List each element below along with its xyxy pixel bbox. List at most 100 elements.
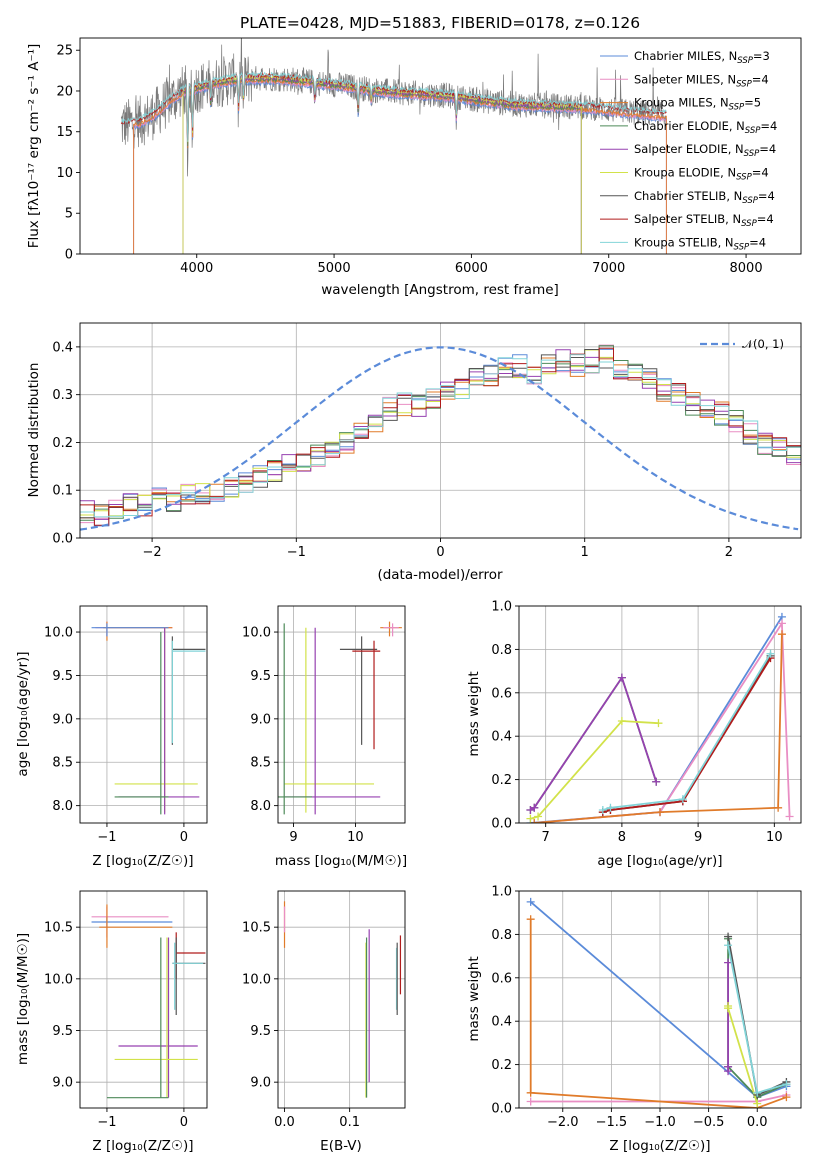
legend-label-kroupa_miles: Kroupa MILES, NSSP=5 (634, 96, 761, 113)
y-tick-label: 9.5 (52, 1024, 73, 1039)
y-tick-label: 9.0 (250, 1076, 271, 1091)
errorbar-chabrier_elodie (114, 632, 169, 815)
series-marker (782, 1080, 791, 1089)
legend-label-salpeter_stelib: Salpeter STELIB, NSSP=4 (634, 212, 774, 229)
x-tick-label: 7000 (592, 261, 625, 276)
errorbar-salpeter_miles (383, 623, 399, 637)
axes-frame (518, 605, 802, 824)
plot-area (526, 612, 794, 823)
spectrum-panel: 4000 5000 6000 7000 8000 0 5 10 15 20 25 Flux [fλ10… (26, 37, 802, 276)
errorbar-chabrier_miles (91, 623, 169, 637)
age-weights-ylabel: mass weight (466, 671, 482, 756)
series-marker (753, 1099, 762, 1108)
x-tick-label: 10 (766, 830, 783, 845)
y-tick-label: 8.5 (52, 756, 73, 771)
z-weights-panel: −2.0 −1.5 −1.0 −0.5 0.0 0.0 0.2 0.4 0.6 0.8 1.0 (491, 885, 802, 1130)
x-tick-label: 2 (725, 545, 733, 560)
errorbar-chabrier_elodie (106, 937, 169, 1099)
x-tick-label: 7 (542, 830, 550, 845)
x-tick-label: −2 (143, 545, 162, 560)
model-spectrum-kroupa_stelib (121, 71, 667, 142)
series-kroupa_miles (530, 630, 786, 823)
y-tick-label: 9.0 (52, 712, 73, 727)
residuals-legend: 𝒩(0, 1) (700, 337, 784, 351)
z-weights-xlabel: Z [log₁₀(Z/Z☉)] (609, 1138, 710, 1154)
x-tick-label: 0.0 (747, 1115, 768, 1130)
series-marker (526, 814, 535, 823)
errorbar-salpeter_stelib (352, 640, 381, 750)
z-vs-age-xlabel: Z [log₁₀(Z/Z☉)] (92, 853, 193, 869)
spectrum-xlabel: wavelength [Angstrom, rest frame] (321, 282, 559, 298)
y-tick-label: 0.4 (52, 340, 73, 355)
y-tick-label: 0.3 (52, 388, 73, 403)
y-tick-label: 8.0 (52, 799, 73, 814)
residuals-xlabel: (data-model)/error (377, 567, 503, 583)
plot-area (80, 344, 801, 531)
series-marker (774, 803, 783, 812)
axes-frame (79, 605, 208, 824)
series-marker (530, 803, 539, 812)
x-tick-label: 9 (694, 830, 702, 845)
y-tick-label: 0.0 (491, 1102, 512, 1117)
legend-label-chabrier_miles: Chabrier MILES, NSSP=3 (634, 49, 770, 66)
series-marker (530, 819, 539, 823)
series-marker (724, 1004, 733, 1013)
series-kroupa_stelib (598, 649, 775, 814)
errorbar-kroupa_stelib (171, 640, 206, 744)
y-tick-label: 9.5 (250, 669, 271, 684)
series-kroupa_elodie (526, 717, 663, 823)
legend-label-kroupa_stelib: Kroupa STELIB, NSSP=4 (634, 235, 766, 252)
errorbar-kroupa_stelib (172, 942, 204, 1010)
y-tick-label: 10.0 (242, 972, 271, 987)
x-tick-label: 8000 (730, 261, 763, 276)
x-tick-label: 0.0 (274, 1115, 295, 1130)
y-tick-label: 0.2 (491, 773, 512, 788)
z-weights-ylabel: mass weight (466, 956, 482, 1041)
series-line (534, 634, 783, 823)
y-tick-label: 0.1 (52, 484, 73, 499)
y-tick-label: 10.0 (44, 626, 73, 641)
series-marker (534, 812, 543, 821)
series-marker (526, 1097, 535, 1106)
plot-area (283, 901, 402, 1098)
x-tick-label: 1 (581, 545, 589, 560)
ebv-vs-mass-xlabel: E(B-V) (320, 1138, 362, 1154)
z-vs-mass-panel: −1 0 9.0 9.5 10.0 10.5 (44, 890, 208, 1130)
spectrum-legend: Chabrier MILES, NSSP=3 Salpeter MILES, NS… (600, 49, 777, 252)
y-tick-label: 1.0 (491, 885, 512, 900)
mass-vs-age-xlabel: mass [log₁₀(M/M☉)] (275, 853, 407, 869)
y-tick-label: 0.0 (491, 817, 512, 832)
grid-lines (80, 606, 207, 823)
y-tick-label: 10.5 (242, 921, 271, 936)
y-tick-label: 9.0 (250, 712, 271, 727)
legend-label-kroupa_elodie: Kroupa ELODIE, NSSP=4 (634, 166, 769, 183)
grid-lines (278, 606, 405, 823)
y-tick-label: 10.0 (44, 972, 73, 987)
series-marker (724, 932, 733, 941)
axes-frame (277, 605, 406, 824)
y-tick-label: 25 (56, 44, 73, 59)
x-tick-label: 4000 (180, 261, 213, 276)
z-vs-mass-xlabel: Z [log₁₀(Z/Z☉)] (92, 1138, 193, 1154)
age-weights-panel: 7 8 9 10 0.0 0.2 0.4 0.6 0.8 1.0 (491, 600, 802, 845)
series-marker (526, 1088, 535, 1097)
series-marker (617, 673, 626, 682)
y-tick-label: 15 (56, 125, 73, 140)
y-tick-label: 5 (65, 207, 73, 222)
series-marker (652, 777, 661, 786)
series-marker (598, 805, 607, 814)
x-tick-label: 0.1 (339, 1115, 360, 1130)
x-tick-label: −1 (97, 1115, 116, 1130)
series-line (529, 919, 787, 1108)
plot-area (120, 38, 667, 254)
errorbar-kroupa_elodie (114, 937, 198, 1098)
axes-frame (79, 37, 802, 255)
z-vs-age-ylabel: age [log₁₀(age/yr)] (15, 651, 31, 776)
y-tick-label: 10.0 (242, 626, 271, 641)
y-tick-label: 9.5 (52, 669, 73, 684)
series-marker (777, 619, 786, 628)
y-tick-label: 0.2 (491, 1058, 512, 1073)
plot-area (278, 621, 402, 815)
y-tick-label: 8.5 (250, 756, 271, 771)
